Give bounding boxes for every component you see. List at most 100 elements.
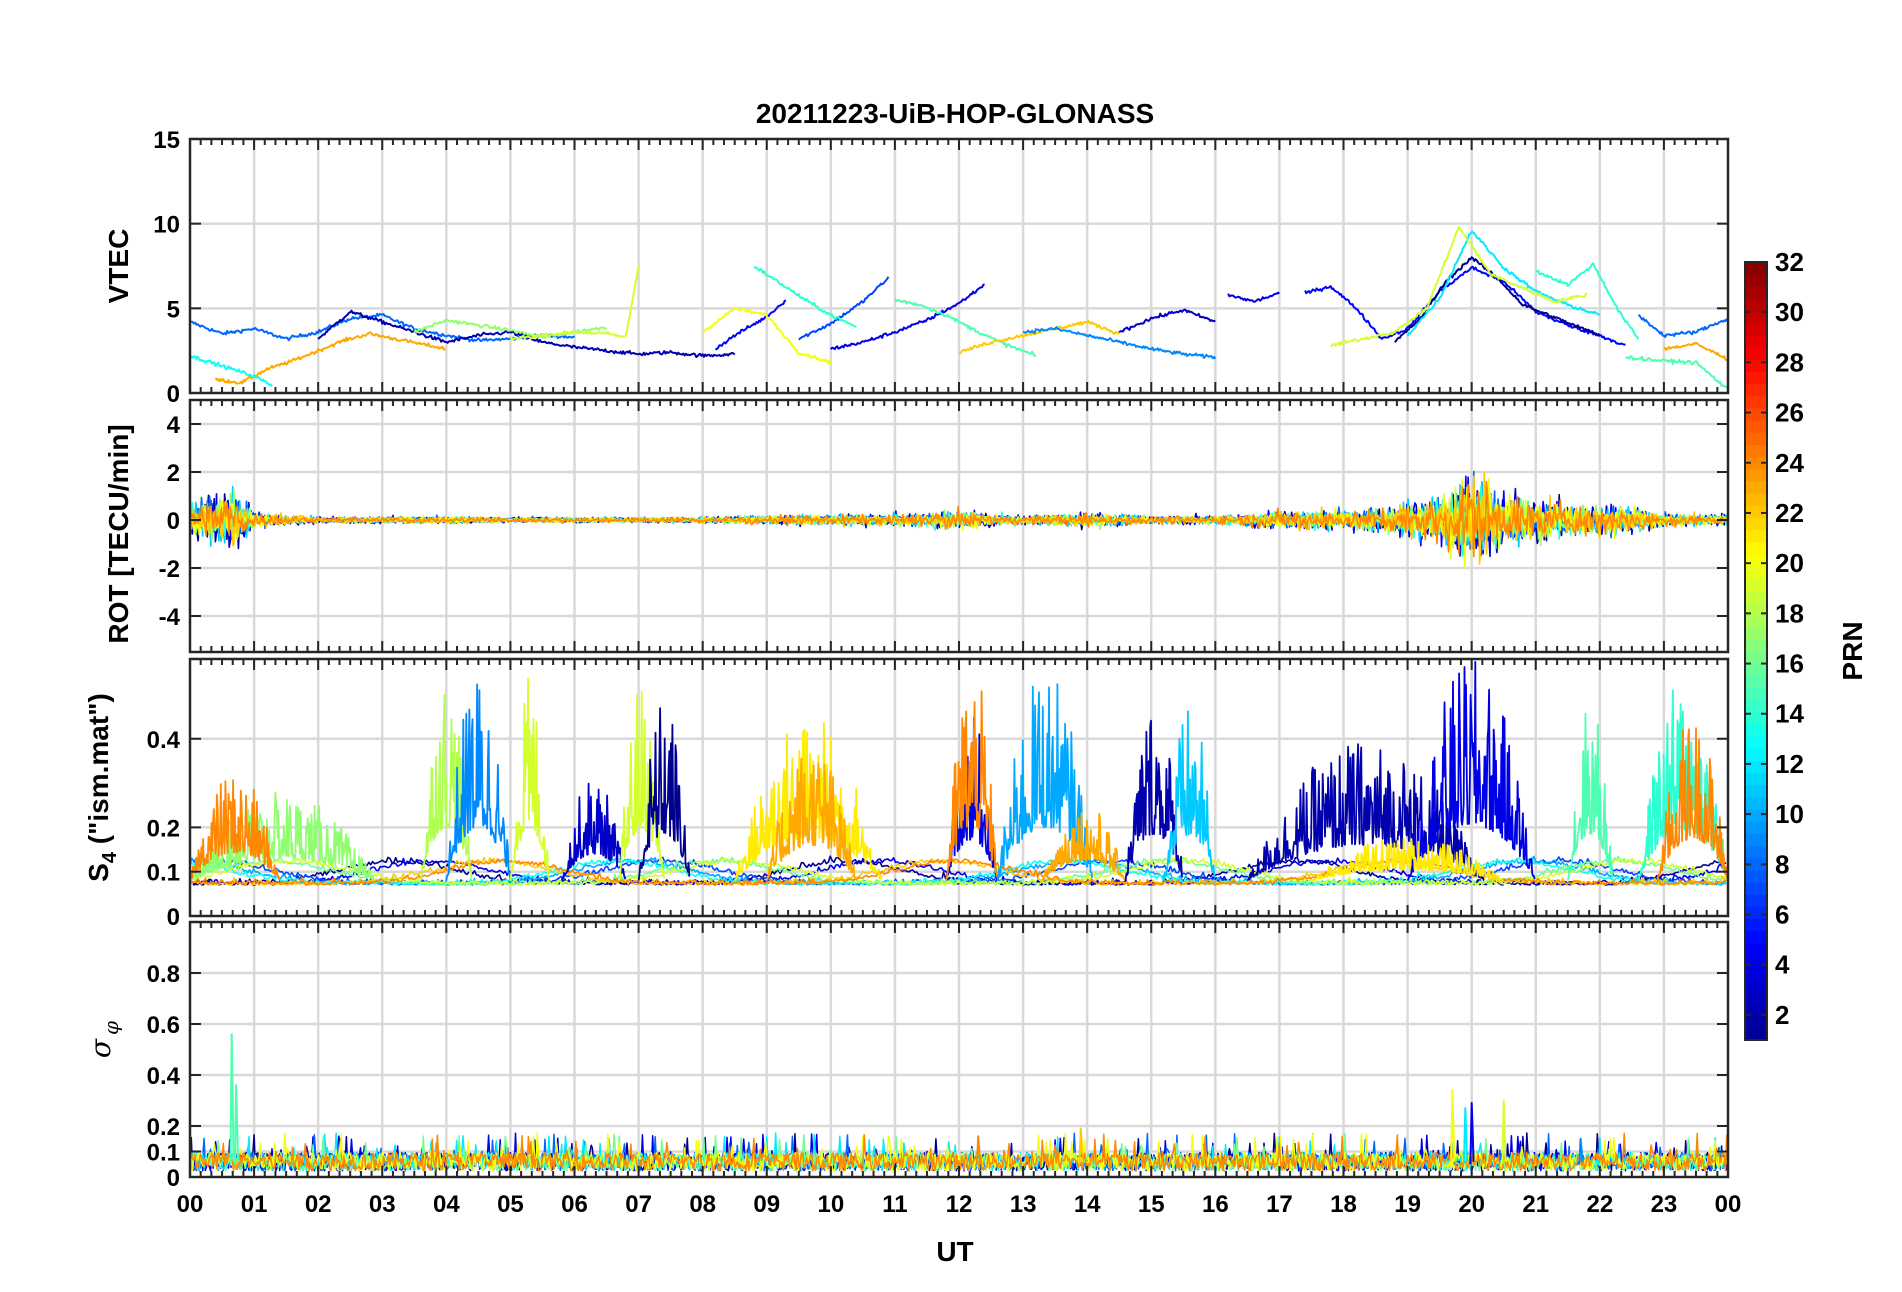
colorbar-segment — [1745, 942, 1767, 956]
vtec-y-label: VTEC — [103, 229, 134, 304]
y-tick-label: 2 — [167, 460, 180, 487]
panel-vtec-series — [190, 225, 1728, 390]
colorbar-segment — [1745, 541, 1767, 555]
colorbar-segment — [1745, 711, 1767, 725]
y-tick-label: 0.8 — [147, 961, 180, 988]
colorbar-segment — [1745, 626, 1767, 640]
colorbar-segment — [1745, 468, 1767, 482]
colorbar-segment — [1745, 651, 1767, 664]
s4-burst-prn-10 — [996, 683, 1094, 881]
s4-burst-prn-17 — [190, 791, 376, 882]
colorbar-tick-label: 4 — [1775, 950, 1790, 980]
y-tick-label: 0 — [167, 508, 180, 535]
s4-burst-prn-23 — [1041, 812, 1127, 881]
vtec-series-prn-12 — [1406, 230, 1601, 337]
colorbar-segment — [1745, 383, 1767, 397]
s4-burst-prn-11 — [1163, 710, 1216, 881]
vtec-series-prn-19 — [509, 265, 640, 341]
x-tick-label: 23 — [1651, 1191, 1678, 1218]
colorbar-segment — [1745, 979, 1767, 992]
colorbar-segment — [1745, 881, 1767, 895]
y-tick-label: 0.4 — [147, 727, 181, 754]
sigma-spike-prn-12 — [1463, 1107, 1469, 1165]
s4-label-rest: ("ism.mat") — [83, 693, 114, 852]
x-tick-label: 18 — [1330, 1191, 1357, 1218]
panel-sigma_phi: 00.10.2 0.4 0.6 0.8 00 01 02 03 04 05 06 07 08 09 10 11… — [147, 920, 1742, 1218]
s4-burst-prn-23 — [765, 757, 857, 881]
vtec-series-prn-5 — [1304, 265, 1626, 346]
s4-burst-prn-9 — [445, 683, 512, 881]
sigma-spike-prn-15 — [233, 1084, 240, 1165]
s4-burst-prn-24 — [945, 690, 998, 881]
y-tick-label: 0.1 — [147, 1140, 180, 1167]
colorbar-segment — [1745, 1003, 1767, 1017]
s4-burst-prn-24 — [1656, 727, 1728, 881]
chart-title: 20211223-UiB-HOP-GLONASS — [756, 98, 1154, 129]
s4-baseline-prn-19 — [190, 856, 1727, 886]
x-axis-label: UT — [936, 1236, 973, 1267]
rot-series-prn-24 — [190, 480, 1728, 558]
colorbar-segment — [1745, 456, 1767, 470]
x-tick-label: 00 — [1715, 1191, 1742, 1218]
colorbar-segment — [1745, 505, 1767, 518]
colorbar-segment — [1745, 407, 1767, 421]
colorbar-segment — [1745, 432, 1767, 445]
panel-rot: -4 -2 0 2 4 — [159, 398, 1730, 654]
colorbar-segment — [1745, 371, 1767, 385]
y-tick-label: -2 — [159, 556, 180, 583]
x-tick-label: 03 — [369, 1191, 396, 1218]
vtec-series-prn-20 — [702, 306, 832, 365]
vtec-series-prn-23 — [1663, 341, 1728, 362]
sigma-spike-prn-22 — [1078, 1127, 1084, 1165]
colorbar-tick-label: 6 — [1775, 900, 1789, 930]
x-tick-label: 06 — [561, 1191, 588, 1218]
x-tick-label: 00 — [177, 1191, 204, 1218]
colorbar-label: PRN — [1837, 621, 1868, 680]
y-tick-label: 0.6 — [147, 1012, 180, 1039]
colorbar-segment — [1745, 565, 1767, 579]
colorbar-segment — [1745, 1027, 1767, 1041]
colorbar-segment — [1745, 322, 1767, 336]
sigma-spike-prn-20 — [1450, 1089, 1456, 1165]
x-tick-label: 08 — [689, 1191, 716, 1218]
vtec-series-prn-9 — [1022, 326, 1217, 360]
panel-rot-series — [190, 470, 1728, 569]
x-tick-label: 20 — [1458, 1191, 1485, 1218]
x-tick-label: 16 — [1202, 1191, 1229, 1218]
x-tick-label: 09 — [753, 1191, 780, 1218]
colorbar-segment — [1745, 930, 1767, 944]
y-tick-label: -4 — [159, 604, 181, 631]
colorbar-segment — [1745, 687, 1767, 701]
vtec-series-prn-4 — [1227, 291, 1281, 303]
x-tick-label: 01 — [241, 1191, 268, 1218]
colorbar-tick-label: 18 — [1775, 598, 1804, 628]
sigma-label-main: σ — [84, 1038, 117, 1058]
colorbar-tick-label: 20 — [1775, 548, 1804, 578]
y-tick-label: 0.4 — [147, 1063, 181, 1090]
sigma-y-label: σφ — [84, 1021, 123, 1058]
y-tick-label: 0 — [167, 1165, 180, 1192]
colorbar-segment — [1745, 918, 1767, 932]
colorbar-segment — [1745, 420, 1767, 433]
colorbar-segment — [1745, 663, 1767, 676]
sigma-label-subscript: φ — [99, 1021, 123, 1035]
colorbar-tick-label: 30 — [1775, 297, 1804, 327]
colorbar-segment — [1745, 772, 1767, 786]
colorbar-segment — [1745, 821, 1767, 834]
colorbar-segment — [1745, 590, 1767, 603]
colorbar-tick-label: 14 — [1775, 699, 1804, 729]
colorbar-segment — [1745, 991, 1767, 1005]
colorbar-segment — [1745, 967, 1767, 980]
sigma-spike-prn-15 — [229, 1033, 235, 1165]
vtec-series-prn-14 — [1535, 262, 1640, 340]
colorbar-segment — [1745, 298, 1767, 312]
colorbar-segment — [1745, 359, 1767, 373]
sigma-spike-prn-19 — [1501, 1099, 1507, 1165]
colorbar-segment — [1745, 444, 1767, 458]
colorbar-tick-label: 8 — [1775, 849, 1789, 879]
x-tick-label: 22 — [1586, 1191, 1613, 1218]
y-tick-label: 15 — [153, 127, 180, 154]
colorbar-tick-label: 26 — [1775, 398, 1804, 428]
colorbar-segment — [1745, 395, 1767, 409]
colorbar-segment — [1745, 809, 1767, 822]
